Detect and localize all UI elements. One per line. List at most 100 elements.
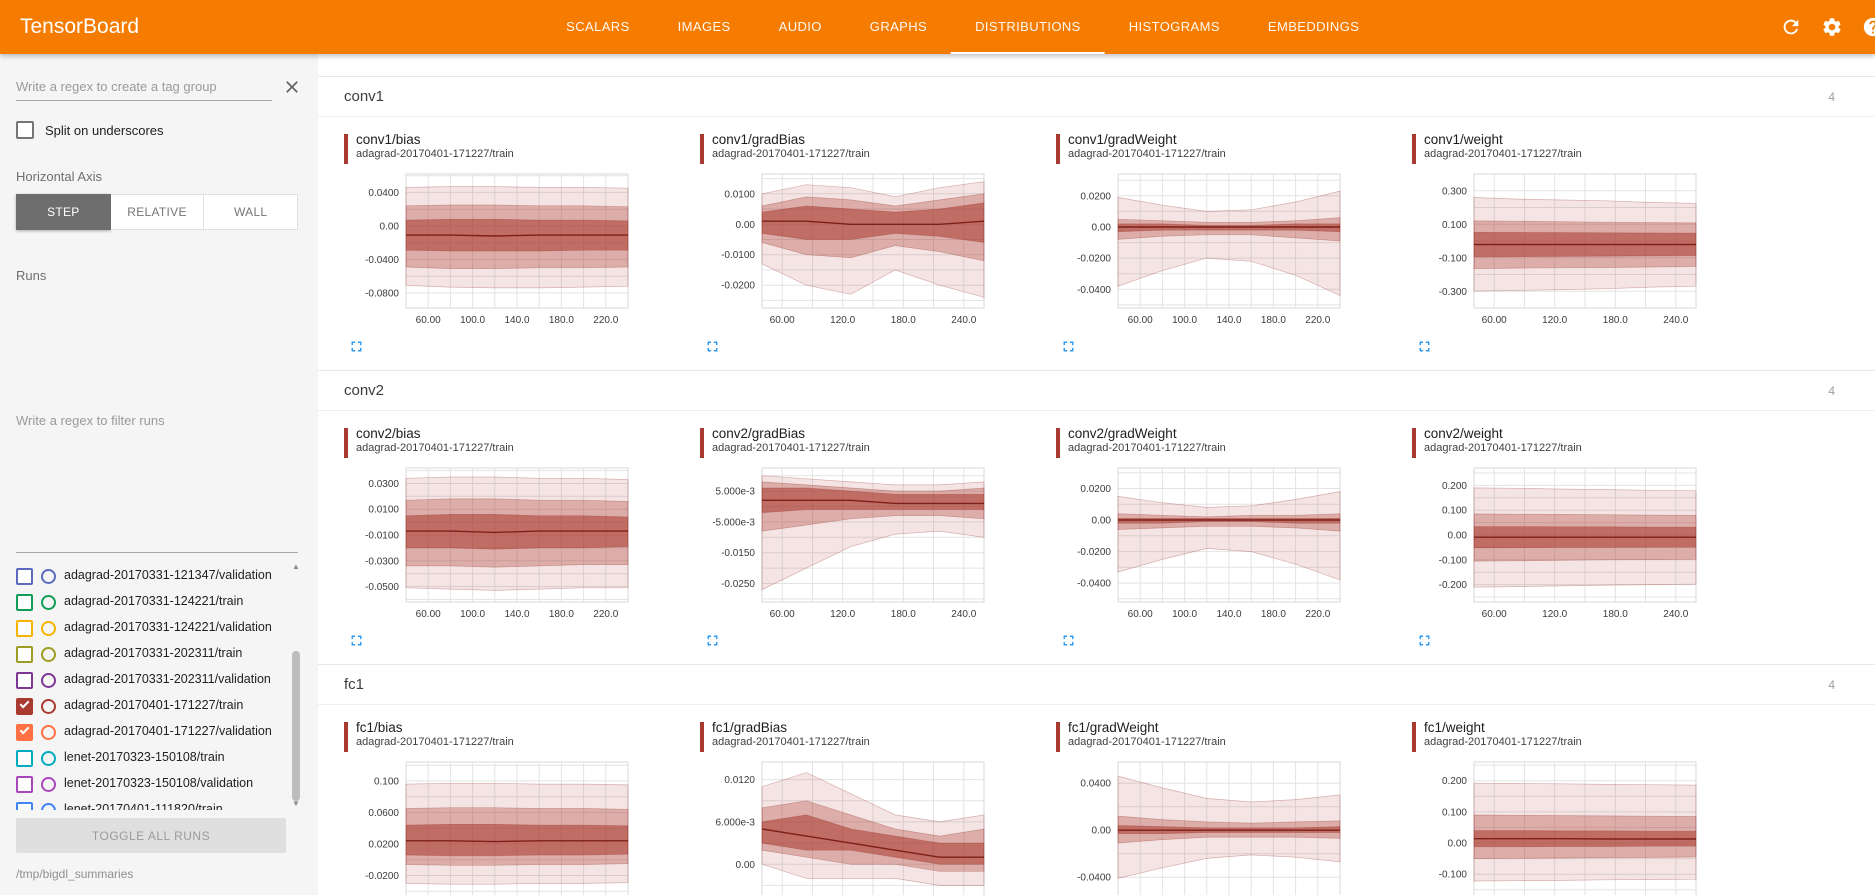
- tag-group-regex-input[interactable]: [16, 72, 272, 101]
- svg-text:220.0: 220.0: [593, 315, 618, 326]
- axis-option-step[interactable]: STEP: [16, 194, 111, 230]
- expand-chart-button[interactable]: [1416, 338, 1433, 360]
- run-label: adagrad-20170401-171227/train: [64, 697, 244, 712]
- svg-text:-0.0400: -0.0400: [1077, 579, 1111, 590]
- tab-distributions[interactable]: DISTRIBUTIONS: [951, 0, 1105, 54]
- chart-card: conv2/bias adagrad-20170401-171227/train…: [344, 426, 690, 654]
- run-item[interactable]: lenet-20170323-150108/train: [16, 745, 284, 771]
- run-item[interactable]: adagrad-20170401-171227/validation: [16, 719, 284, 745]
- expand-chart-button[interactable]: [704, 338, 721, 360]
- svg-text:0.0600: 0.0600: [368, 808, 399, 819]
- run-item[interactable]: adagrad-20170331-202311/validation: [16, 667, 284, 693]
- expand-chart-button[interactable]: [348, 632, 365, 654]
- svg-text:-5.000e-3: -5.000e-3: [712, 517, 755, 528]
- svg-text:-0.0200: -0.0200: [1077, 547, 1111, 558]
- chart-card-header: conv1/weight adagrad-20170401-171227/tra…: [1412, 132, 1758, 164]
- run-item[interactable]: adagrad-20170331-121347/validation: [16, 563, 284, 589]
- run-color-bar: [1056, 722, 1060, 752]
- settings-icon[interactable]: [1821, 16, 1843, 38]
- scrollbar-thumb[interactable]: [292, 650, 300, 801]
- svg-text:0.00: 0.00: [736, 220, 756, 231]
- run-item[interactable]: adagrad-20170401-171227/train: [16, 693, 284, 719]
- section-header[interactable]: conv2 4: [318, 370, 1875, 411]
- run-checkbox[interactable]: [16, 749, 33, 767]
- svg-text:-0.0500: -0.0500: [365, 582, 399, 593]
- svg-text:240.0: 240.0: [1663, 315, 1688, 326]
- expand-chart-button[interactable]: [1060, 632, 1077, 654]
- svg-text:-0.0150: -0.0150: [721, 548, 755, 559]
- axis-option-relative[interactable]: RELATIVE: [110, 194, 205, 230]
- refresh-icon[interactable]: [1780, 16, 1802, 38]
- run-color-bar: [700, 428, 704, 458]
- svg-text:-0.300: -0.300: [1439, 287, 1468, 298]
- chart-card: conv2/gradBias adagrad-20170401-171227/t…: [700, 426, 1046, 654]
- svg-text:0.00: 0.00: [1092, 516, 1112, 527]
- run-checkbox[interactable]: [16, 593, 33, 611]
- run-color-circle: [41, 698, 56, 714]
- run-checkbox[interactable]: [16, 697, 33, 715]
- run-item[interactable]: adagrad-20170331-124221/train: [16, 589, 284, 615]
- svg-text:0.0100: 0.0100: [724, 189, 755, 200]
- expand-chart-button[interactable]: [1416, 632, 1433, 654]
- tag-group-row: [16, 72, 302, 101]
- tab-histograms[interactable]: HISTOGRAMS: [1128, 18, 1220, 34]
- run-checkbox[interactable]: [16, 775, 33, 793]
- tab-graphs[interactable]: GRAPHS: [869, 18, 928, 34]
- tab-audio[interactable]: AUDIO: [778, 18, 822, 34]
- svg-text:0.00: 0.00: [1092, 223, 1112, 234]
- svg-text:0.00: 0.00: [1092, 826, 1112, 837]
- expand-chart-button[interactable]: [704, 632, 721, 654]
- runs-list: adagrad-20170331-121347/validation adagr…: [16, 561, 302, 811]
- run-checkbox[interactable]: [16, 619, 33, 637]
- tab-images[interactable]: IMAGES: [677, 18, 731, 34]
- run-color-bar: [1056, 134, 1060, 164]
- run-color-bar: [700, 722, 704, 752]
- run-item[interactable]: lenet-20170323-150108/validation: [16, 771, 284, 797]
- run-item[interactable]: adagrad-20170331-202311/train: [16, 641, 284, 667]
- help-icon[interactable]: [1862, 16, 1875, 38]
- axis-option-wall[interactable]: WALL: [204, 194, 299, 230]
- svg-text:140.0: 140.0: [1216, 315, 1241, 326]
- close-icon[interactable]: [282, 77, 302, 97]
- svg-text:220.0: 220.0: [1305, 315, 1330, 326]
- run-checkbox[interactable]: [16, 671, 33, 689]
- run-label: adagrad-20170331-124221/validation: [64, 619, 272, 634]
- split-underscores-row[interactable]: Split on underscores: [16, 121, 302, 139]
- runs-scrollbar[interactable]: ▲ ▼: [290, 561, 302, 811]
- svg-text:-0.0100: -0.0100: [365, 531, 399, 542]
- tab-embeddings[interactable]: EMBEDDINGS: [1267, 18, 1360, 34]
- runs-filter-input[interactable]: [16, 289, 298, 553]
- chart-title: fc1/weight: [1424, 720, 1485, 735]
- split-underscores-checkbox[interactable]: [16, 121, 34, 139]
- run-checkbox[interactable]: [16, 801, 33, 810]
- nav-tabs: SCALARS IMAGES AUDIO GRAPHS DISTRIBUTIONS HIS…: [542, 0, 1383, 54]
- svg-text:220.0: 220.0: [1305, 609, 1330, 620]
- split-underscores-label: Split on underscores: [45, 122, 164, 138]
- svg-text:240.0: 240.0: [1663, 609, 1688, 620]
- run-color-bar: [1056, 428, 1060, 458]
- run-checkbox[interactable]: [16, 723, 33, 741]
- tab-scalars[interactable]: SCALARS: [566, 18, 630, 34]
- expand-chart-button[interactable]: [1060, 338, 1077, 360]
- svg-text:0.0200: 0.0200: [1080, 484, 1111, 495]
- svg-text:220.0: 220.0: [593, 609, 618, 620]
- scroll-up-arrow[interactable]: ▲: [292, 561, 300, 571]
- scroll-down-arrow[interactable]: ▼: [292, 799, 300, 808]
- section-header[interactable]: conv1 4: [318, 76, 1875, 117]
- svg-text:120.0: 120.0: [1542, 609, 1567, 620]
- section-header[interactable]: fc1 4: [318, 664, 1875, 705]
- expand-chart-button[interactable]: [348, 338, 365, 360]
- run-item[interactable]: adagrad-20170331-124221/validation: [16, 615, 284, 641]
- run-checkbox[interactable]: [16, 567, 33, 585]
- distribution-chart: 0.1000.06000.0200-0.020060.00100.0140.01…: [365, 761, 629, 895]
- svg-text:180.0: 180.0: [1261, 315, 1286, 326]
- toggle-all-runs-button[interactable]: TOGGLE ALL RUNS: [16, 818, 286, 853]
- run-color-circle: [41, 776, 56, 792]
- svg-text:0.100: 0.100: [374, 776, 399, 787]
- run-item[interactable]: lenet-20170401-111820/train: [16, 797, 284, 811]
- run-label: lenet-20170401-111820/train: [64, 801, 223, 811]
- run-checkbox[interactable]: [16, 645, 33, 663]
- svg-text:0.00: 0.00: [736, 860, 756, 871]
- chart-title: conv1/gradWeight: [1068, 132, 1177, 147]
- run-color-bar: [1412, 428, 1416, 458]
